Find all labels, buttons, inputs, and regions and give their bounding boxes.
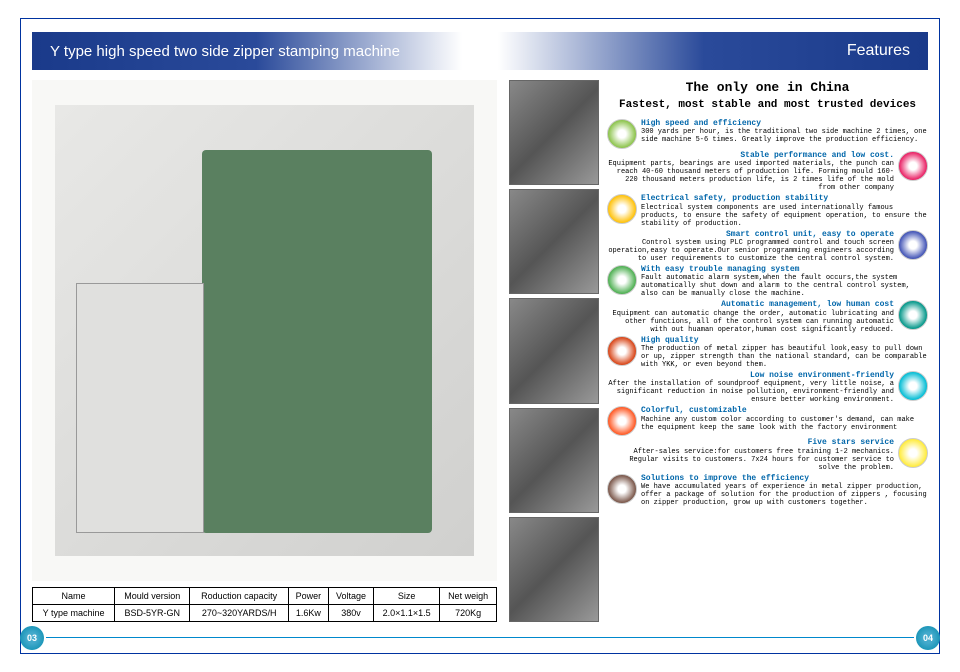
features-list: High speed and efficiency300 yards per h… xyxy=(607,119,928,622)
feature-icon xyxy=(607,119,637,149)
feature-icon xyxy=(898,230,928,260)
content-area: NameMould versionRoduction capacityPower… xyxy=(32,80,928,622)
feature-item: Five stars serviceAfter-sales service:fo… xyxy=(607,438,928,471)
feature-text: Low noise environment-friendlyAfter the … xyxy=(607,371,894,404)
feature-text: Automatic management, low human costEqui… xyxy=(607,300,894,333)
feature-title: Electrical safety, production stability xyxy=(641,194,928,203)
detail-image xyxy=(509,298,599,403)
machine-photo-area xyxy=(32,80,497,581)
feature-text: Five stars serviceAfter-sales service:fo… xyxy=(607,438,894,471)
spec-header: Mould version xyxy=(115,588,190,605)
page-number-left: 03 xyxy=(20,626,44,650)
spec-header: Name xyxy=(33,588,115,605)
features-subtitle: Fastest, most stable and most trusted de… xyxy=(607,99,928,111)
feature-icon xyxy=(607,474,637,504)
features-title: The only one in China xyxy=(607,80,928,95)
feature-item: Low noise environment-friendlyAfter the … xyxy=(607,371,928,404)
feature-item: Stable performance and low cost.Equipmen… xyxy=(607,151,928,192)
feature-item: With easy trouble managing systemFault a… xyxy=(607,265,928,298)
header-bar: Y type high speed two side zipper stampi… xyxy=(32,32,928,70)
spec-cell: BSD-5YR-GN xyxy=(115,605,190,622)
feature-desc: After-sales service:for customers free t… xyxy=(629,448,894,472)
feature-desc: Fault automatic alarm system,when the fa… xyxy=(641,274,910,298)
feature-icon xyxy=(898,151,928,181)
feature-title: With easy trouble managing system xyxy=(641,265,928,274)
feature-text: Smart control unit, easy to operateContr… xyxy=(607,230,894,263)
feature-item: Solutions to improve the efficiencyWe ha… xyxy=(607,474,928,507)
spec-header: Net weigh xyxy=(440,588,497,605)
feature-icon xyxy=(898,438,928,468)
feature-desc: The production of metal zipper has beaut… xyxy=(641,345,927,369)
feature-desc: After the installation of soundproof equ… xyxy=(608,380,894,404)
feature-icon xyxy=(607,336,637,366)
feature-icon xyxy=(607,265,637,295)
spec-cell: 380v xyxy=(328,605,373,622)
page-number-right: 04 xyxy=(916,626,940,650)
feature-icon xyxy=(898,371,928,401)
feature-title: Stable performance and low cost. xyxy=(607,151,894,160)
feature-desc: Electrical system components are used in… xyxy=(641,204,927,228)
spec-cell: 1.6Kw xyxy=(288,605,328,622)
feature-title: Low noise environment-friendly xyxy=(607,371,894,380)
feature-title: High speed and efficiency xyxy=(641,119,928,128)
feature-item: Automatic management, low human costEqui… xyxy=(607,300,928,333)
feature-title: Five stars service xyxy=(607,438,894,447)
feature-desc: We have accumulated years of experience … xyxy=(641,483,927,507)
page-title-left: Y type high speed two side zipper stampi… xyxy=(50,43,400,60)
feature-title: Colorful, customizable xyxy=(641,406,928,415)
page-title-right: Features xyxy=(847,42,910,60)
feature-text: With easy trouble managing systemFault a… xyxy=(641,265,928,298)
feature-item: Electrical safety, production stabilityE… xyxy=(607,194,928,227)
right-pane: The only one in China Fastest, most stab… xyxy=(497,80,928,622)
feature-text: Colorful, customizableMachine any custom… xyxy=(641,406,928,436)
feature-title: Automatic management, low human cost xyxy=(607,300,894,309)
feature-item: Colorful, customizableMachine any custom… xyxy=(607,406,928,436)
spec-header: Power xyxy=(288,588,328,605)
feature-icon xyxy=(607,194,637,224)
footer-line xyxy=(46,637,914,638)
feature-title: Smart control unit, easy to operate xyxy=(607,230,894,239)
left-pane: NameMould versionRoduction capacityPower… xyxy=(32,80,497,622)
detail-image xyxy=(509,80,599,185)
spec-header: Voltage xyxy=(328,588,373,605)
detail-image xyxy=(509,517,599,622)
feature-desc: Equipment parts, bearings are used impor… xyxy=(608,160,894,192)
spec-table: NameMould versionRoduction capacityPower… xyxy=(32,587,497,622)
spec-cell: Y type machine xyxy=(33,605,115,622)
feature-desc: Control system using PLC programmed cont… xyxy=(608,239,894,263)
feature-title: Solutions to improve the efficiency xyxy=(641,474,928,483)
spec-header: Size xyxy=(374,588,440,605)
machine-illustration xyxy=(55,105,474,556)
detail-image xyxy=(509,189,599,294)
feature-item: Smart control unit, easy to operateContr… xyxy=(607,230,928,263)
detail-image xyxy=(509,408,599,513)
feature-text: Solutions to improve the efficiencyWe ha… xyxy=(641,474,928,507)
feature-item: High qualityThe production of metal zipp… xyxy=(607,336,928,369)
features-column: The only one in China Fastest, most stab… xyxy=(607,80,928,622)
feature-text: High speed and efficiency300 yards per h… xyxy=(641,119,928,149)
feature-title: High quality xyxy=(641,336,928,345)
spec-cell: 2.0×1.1×1.5 xyxy=(374,605,440,622)
feature-icon xyxy=(898,300,928,330)
feature-desc: 300 yards per hour, is the traditional t… xyxy=(641,128,927,144)
spec-cell: 270~320YARDS/H xyxy=(190,605,289,622)
feature-text: Electrical safety, production stabilityE… xyxy=(641,194,928,227)
feature-desc: Machine any custom color according to cu… xyxy=(641,416,914,432)
feature-desc: Equipment can automatic change the order… xyxy=(613,310,894,334)
feature-text: High qualityThe production of metal zipp… xyxy=(641,336,928,369)
spec-cell: 720Kg xyxy=(440,605,497,622)
spec-header: Roduction capacity xyxy=(190,588,289,605)
feature-text: Stable performance and low cost.Equipmen… xyxy=(607,151,894,192)
feature-item: High speed and efficiency300 yards per h… xyxy=(607,119,928,149)
feature-icon xyxy=(607,406,637,436)
detail-images-column xyxy=(509,80,599,622)
